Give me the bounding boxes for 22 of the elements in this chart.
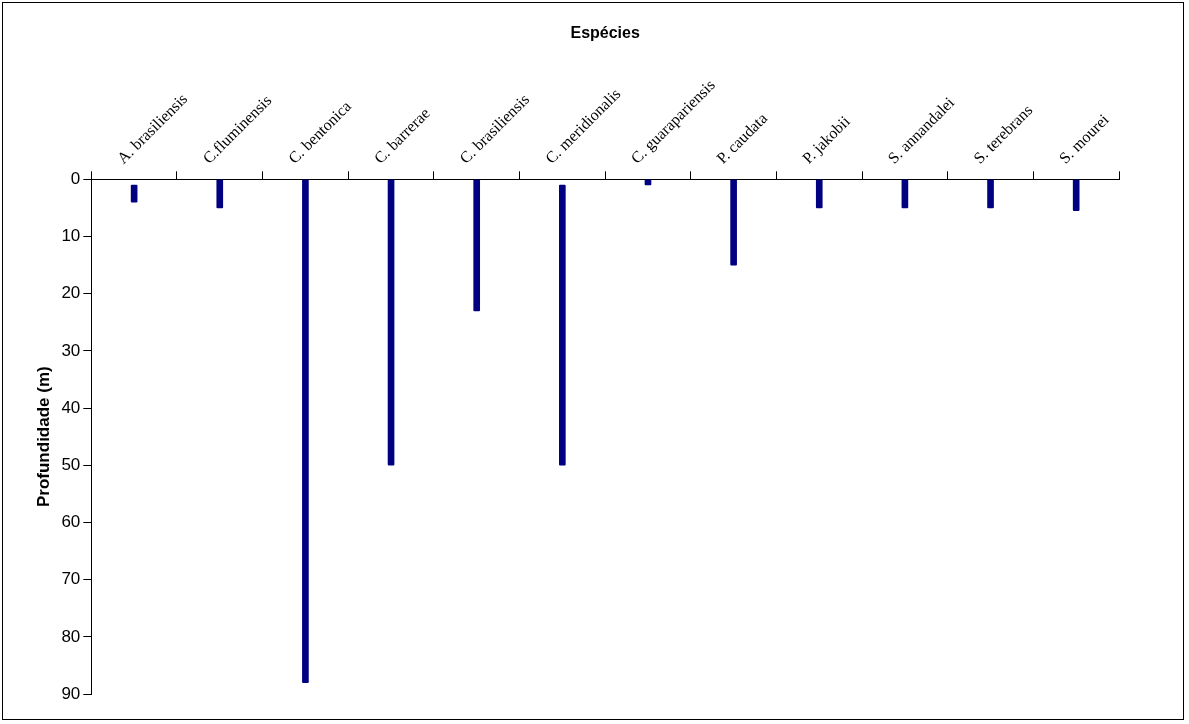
bar: [387, 179, 395, 466]
bar: [730, 179, 737, 266]
bar: [815, 179, 823, 209]
y-tick-label: 0: [70, 169, 81, 189]
bar: [987, 179, 994, 209]
y-tick-label: 80: [61, 626, 81, 646]
bar: [130, 184, 138, 203]
bar: [559, 184, 566, 466]
y-tick-label: 40: [61, 397, 81, 417]
y-tick-label: 50: [61, 454, 81, 474]
y-tick-label: 30: [61, 340, 81, 360]
y-tick-label: 10: [61, 226, 81, 246]
y-tick-label: 60: [61, 512, 81, 532]
y-tick-label: 70: [61, 569, 81, 589]
x-axis-title: Espécies: [570, 24, 640, 42]
y-tick-label: 90: [61, 683, 81, 703]
y-axis-title: Profundidade (m): [33, 366, 53, 508]
bar: [1072, 179, 1080, 212]
y-tick-label: 20: [61, 283, 81, 303]
bar: [216, 179, 224, 209]
bar: [473, 179, 481, 312]
bar: [302, 179, 309, 683]
